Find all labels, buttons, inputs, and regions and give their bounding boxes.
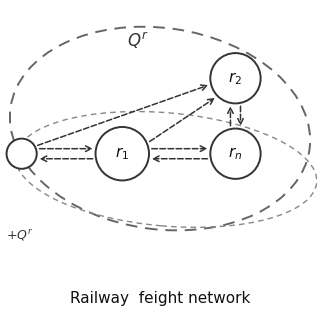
Text: $r_2$: $r_2$ [228, 70, 243, 87]
Text: $r_1$: $r_1$ [115, 145, 129, 162]
Text: $Q^r$: $Q^r$ [127, 30, 149, 51]
Text: Railway  feight network: Railway feight network [70, 291, 250, 306]
Circle shape [210, 53, 260, 103]
Text: $+ Q^r$: $+ Q^r$ [6, 228, 33, 243]
Circle shape [6, 139, 37, 169]
Circle shape [210, 129, 260, 179]
Circle shape [96, 127, 149, 180]
Text: $r_n$: $r_n$ [228, 145, 243, 162]
